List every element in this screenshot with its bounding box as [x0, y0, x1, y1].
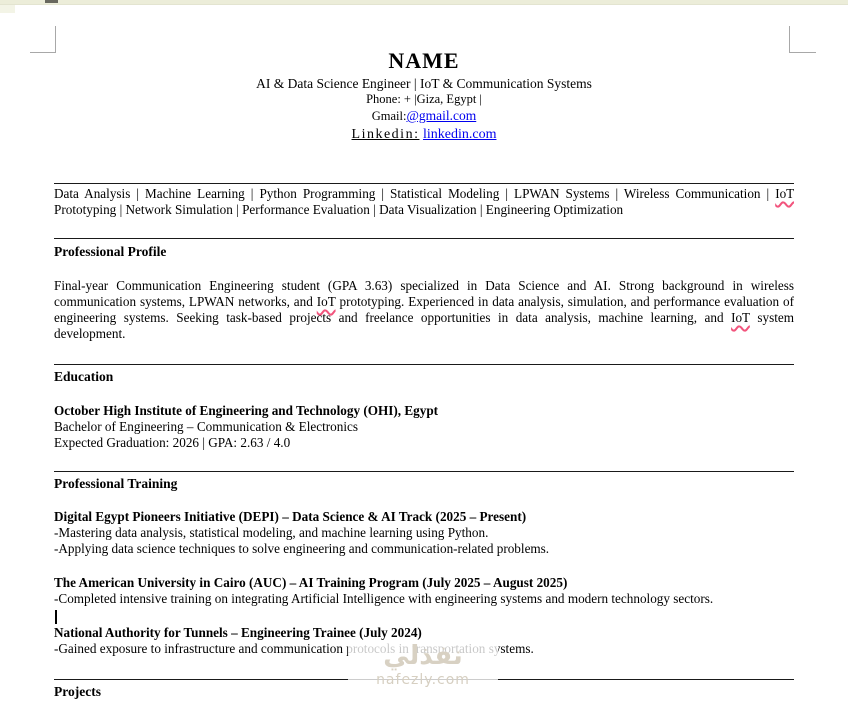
education-entry: October High Institute of Engineering an…	[54, 403, 794, 452]
phone-line: Phone: + |Giza, Egypt |	[366, 92, 482, 106]
training-bullet: -Gained exposure to infrastructure and c…	[54, 641, 534, 657]
empty-line[interactable]	[54, 608, 794, 625]
crop-mark-right-vertical	[789, 26, 790, 53]
collapsed-toolbar-strip	[0, 0, 848, 5]
section-heading-projects: Projects	[54, 683, 101, 699]
profile-text: prototyping. Experienced in data analysi…	[54, 293, 794, 326]
section-heading-education: Education	[54, 368, 114, 384]
training-bullet: -Applying data science techniques to sol…	[54, 541, 550, 557]
education-graduation: Expected Graduation: 2026 | GPA: 2.63 / …	[54, 435, 291, 451]
document-page[interactable]: NAME AI & Data Science Engineer | IoT & …	[54, 0, 794, 700]
linkedin-line: Linkedin: linkedin.com	[54, 125, 794, 144]
misspelled-word-iot: IoT	[775, 186, 794, 201]
resume-header: NAME AI & Data Science Engineer | IoT & …	[54, 0, 794, 144]
misspelled-word-iot: IoT	[731, 310, 750, 326]
education-institution: October High Institute of Engineering an…	[54, 402, 439, 418]
section-divider	[54, 363, 794, 365]
training-entry-title: The American University in Cairo (AUC) –…	[54, 574, 568, 590]
training-entry: Digital Egypt Pioneers Initiative (DEPI)…	[54, 509, 794, 558]
training-entry-title: National Authority for Tunnels – Enginee…	[54, 624, 422, 640]
skills-text: Data Analysis | Machine Learning | Pytho…	[54, 186, 776, 201]
misspelled-word-iot: IoT	[316, 293, 336, 309]
section-divider	[54, 237, 794, 239]
training-bullet: -Mastering data analysis, statistical mo…	[54, 524, 489, 540]
profile-text: system development.	[54, 310, 794, 342]
profile-paragraph: Final-year Communication Engineering stu…	[54, 278, 794, 343]
section-divider	[54, 183, 794, 184]
education-degree: Bachelor of Engineering – Communication …	[54, 419, 358, 435]
training-entry: National Authority for Tunnels – Enginee…	[54, 625, 794, 658]
gmail-link[interactable]: @gmail.com	[406, 108, 477, 123]
profile-text: Final-year Communication Engineering stu…	[54, 277, 794, 309]
skills-text: Prototyping | Network Simulation | Perfo…	[54, 202, 624, 218]
crop-mark-left-vertical	[55, 26, 56, 53]
corner-patch	[0, 5, 15, 13]
window-edge-tab	[45, 0, 58, 3]
candidate-title: AI & Data Science Engineer | IoT & Commu…	[256, 76, 592, 91]
training-bullet: -Completed intensive training on integra…	[54, 591, 714, 607]
gmail-line: Gmail:@gmail.com	[54, 107, 794, 125]
gmail-label: Gmail:	[371, 109, 407, 123]
section-heading-profile: Professional Profile	[54, 243, 167, 259]
section-heading-training: Professional Training	[54, 475, 178, 491]
crop-mark-left-horizontal	[30, 52, 55, 53]
linkedin-link[interactable]: linkedin.com	[422, 127, 497, 142]
section-divider	[54, 678, 794, 680]
linkedin-label: Linkedin:	[351, 127, 420, 142]
section-divider	[54, 470, 794, 472]
candidate-name: NAME	[388, 48, 460, 73]
crop-mark-right-horizontal	[789, 52, 816, 53]
training-entry: The American University in Cairo (AUC) –…	[54, 575, 794, 608]
text-cursor	[55, 609, 57, 624]
skills-line: Data Analysis | Machine Learning | Pytho…	[54, 186, 794, 219]
training-entry-title: Digital Egypt Pioneers Initiative (DEPI)…	[54, 508, 527, 524]
